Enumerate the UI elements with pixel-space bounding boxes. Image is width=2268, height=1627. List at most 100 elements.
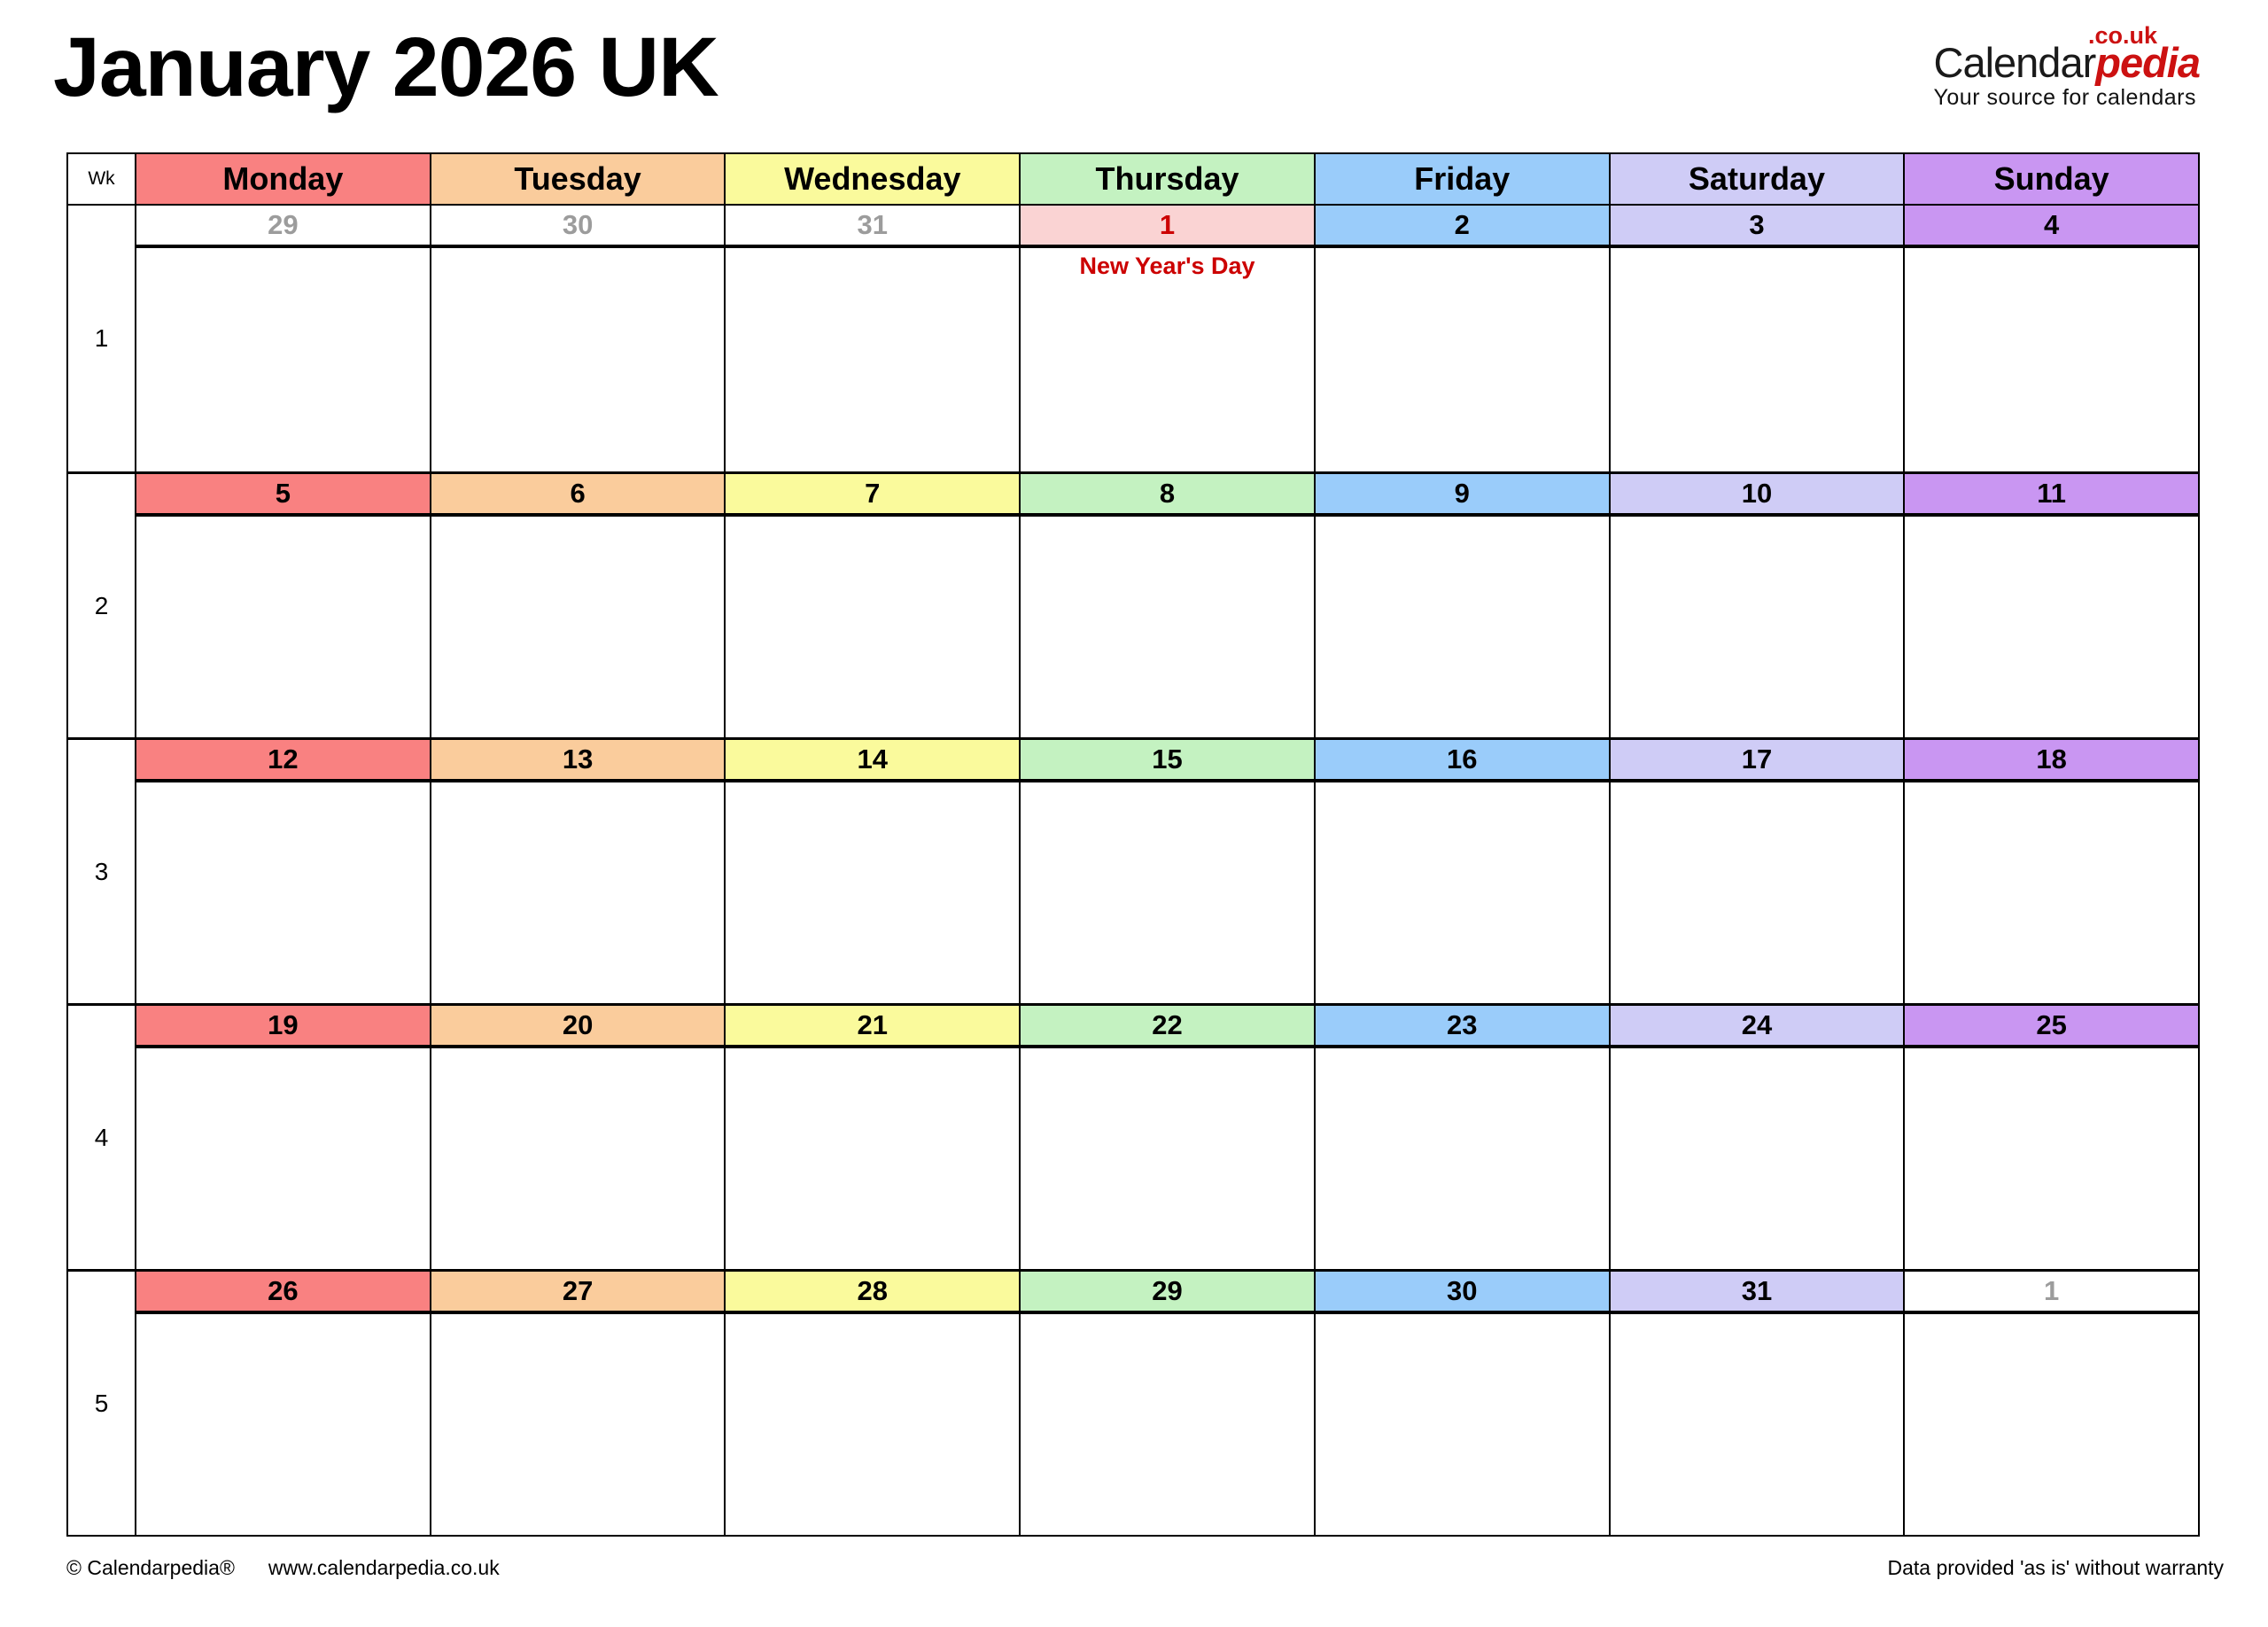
day-notes-area xyxy=(1315,1314,1609,1535)
day-notes-area xyxy=(726,517,1020,737)
date-cell: 5 xyxy=(135,474,430,737)
date-number: 15 xyxy=(1021,740,1314,782)
date-number: 14 xyxy=(726,740,1020,782)
date-cell: 18 xyxy=(1903,740,2199,1003)
date-number: 23 xyxy=(1315,1006,1609,1048)
date-cell: 12 xyxy=(135,740,430,1003)
date-number: 5 xyxy=(136,474,430,517)
date-cell: 27 xyxy=(429,1272,725,1535)
day-notes-area xyxy=(431,1048,725,1269)
week-row-1: 1 29 30 31 1 New Year's Day 2 3 4 xyxy=(68,206,2199,471)
date-cell: 20 xyxy=(429,1006,725,1269)
date-cell: 13 xyxy=(429,740,725,1003)
date-cell: 15 xyxy=(1019,740,1314,1003)
day-notes-area xyxy=(1021,517,1314,737)
day-header-wednesday: Wednesday xyxy=(724,154,1020,204)
day-notes-area xyxy=(1905,782,2199,1003)
holiday-label: New Year's Day xyxy=(1079,253,1255,279)
day-header-saturday: Saturday xyxy=(1608,154,1904,204)
date-number: 9 xyxy=(1315,474,1609,517)
date-cell: 30 xyxy=(429,206,725,471)
day-notes-area xyxy=(1315,1048,1609,1269)
date-cell: 29 xyxy=(1019,1272,1314,1535)
date-cell: 26 xyxy=(135,1272,430,1535)
day-notes-area: New Year's Day xyxy=(1021,248,1314,471)
day-notes-area xyxy=(1021,1048,1314,1269)
day-notes-area xyxy=(1905,248,2199,471)
week-number: 1 xyxy=(68,206,135,471)
day-notes-area xyxy=(431,782,725,1003)
date-cell: 24 xyxy=(1608,1006,1904,1269)
day-notes-area xyxy=(1315,248,1609,471)
date-number: 30 xyxy=(1315,1272,1609,1314)
date-cell: 16 xyxy=(1313,740,1609,1003)
day-notes-area xyxy=(1610,517,1904,737)
date-cell: 8 xyxy=(1019,474,1314,737)
date-number: 17 xyxy=(1610,740,1904,782)
date-cell: 22 xyxy=(1019,1006,1314,1269)
date-cell: 10 xyxy=(1608,474,1904,737)
date-cell: 9 xyxy=(1313,474,1609,737)
day-notes-area xyxy=(726,248,1020,471)
day-notes-area xyxy=(1905,517,2199,737)
day-notes-area xyxy=(136,248,430,471)
day-notes-area xyxy=(431,517,725,737)
day-header-tuesday: Tuesday xyxy=(429,154,725,204)
calendarpedia-logo[interactable]: Calendarpedia .co.uk Your source for cal… xyxy=(1933,23,2201,111)
day-notes-area xyxy=(1315,517,1609,737)
date-cell: 30 xyxy=(1313,1272,1609,1535)
day-header-friday: Friday xyxy=(1313,154,1609,204)
date-cell: 14 xyxy=(724,740,1020,1003)
date-number: 4 xyxy=(1905,206,2199,248)
date-number: 3 xyxy=(1610,206,1904,248)
date-cell: 23 xyxy=(1313,1006,1609,1269)
day-notes-area xyxy=(1021,1314,1314,1535)
date-number: 24 xyxy=(1610,1006,1904,1048)
week-row-2: 2 5 6 7 8 9 10 11 xyxy=(68,471,2199,737)
date-cell: 11 xyxy=(1903,474,2199,737)
date-cell: 21 xyxy=(724,1006,1020,1269)
logo-calendar-text: Calendar xyxy=(1933,39,2097,86)
day-notes-area xyxy=(1905,1314,2199,1535)
date-cell-holiday: 1 New Year's Day xyxy=(1019,206,1314,471)
date-number: 13 xyxy=(431,740,725,782)
date-number: 18 xyxy=(1905,740,2199,782)
date-number: 2 xyxy=(1315,206,1609,248)
footer-url[interactable]: www.calendarpedia.co.uk xyxy=(268,1556,500,1579)
footer-disclaimer: Data provided 'as is' without warranty xyxy=(1887,1556,2224,1579)
date-cell: 17 xyxy=(1608,740,1904,1003)
date-cell: 3 xyxy=(1608,206,1904,471)
date-number: 19 xyxy=(136,1006,430,1048)
date-number: 1 xyxy=(1905,1272,2199,1314)
day-notes-area xyxy=(431,248,725,471)
date-number: 28 xyxy=(726,1272,1020,1314)
date-cell: 28 xyxy=(724,1272,1020,1535)
week-row-5: 5 26 27 28 29 30 31 1 xyxy=(68,1269,2199,1535)
date-number: 25 xyxy=(1905,1006,2199,1048)
logo-tagline: Your source for calendars xyxy=(1933,85,2196,111)
day-notes-area xyxy=(1610,1048,1904,1269)
date-number: 7 xyxy=(726,474,1020,517)
date-number: 31 xyxy=(1610,1272,1904,1314)
date-number: 29 xyxy=(136,206,430,248)
day-notes-area xyxy=(136,1314,430,1535)
day-header-thursday: Thursday xyxy=(1019,154,1314,204)
day-notes-area xyxy=(726,1314,1020,1535)
date-number: 1 xyxy=(1021,206,1314,248)
date-cell: 1 xyxy=(1903,1272,2199,1535)
day-notes-area xyxy=(136,517,430,737)
date-number: 26 xyxy=(136,1272,430,1314)
calendar-table: Wk Monday Tuesday Wednesday Thursday Fri… xyxy=(66,152,2200,1537)
week-number: 3 xyxy=(68,740,135,1003)
date-number: 27 xyxy=(431,1272,725,1314)
date-cell: 4 xyxy=(1903,206,2199,471)
week-number: 2 xyxy=(68,474,135,737)
date-number: 30 xyxy=(431,206,725,248)
date-number: 12 xyxy=(136,740,430,782)
date-number: 31 xyxy=(726,206,1020,248)
weekday-header-row: Wk Monday Tuesday Wednesday Thursday Fri… xyxy=(68,154,2199,206)
footer-copyright: © Calendarpedia® xyxy=(66,1556,235,1579)
day-header-sunday: Sunday xyxy=(1903,154,2199,204)
date-number: 22 xyxy=(1021,1006,1314,1048)
date-cell: 2 xyxy=(1313,206,1609,471)
